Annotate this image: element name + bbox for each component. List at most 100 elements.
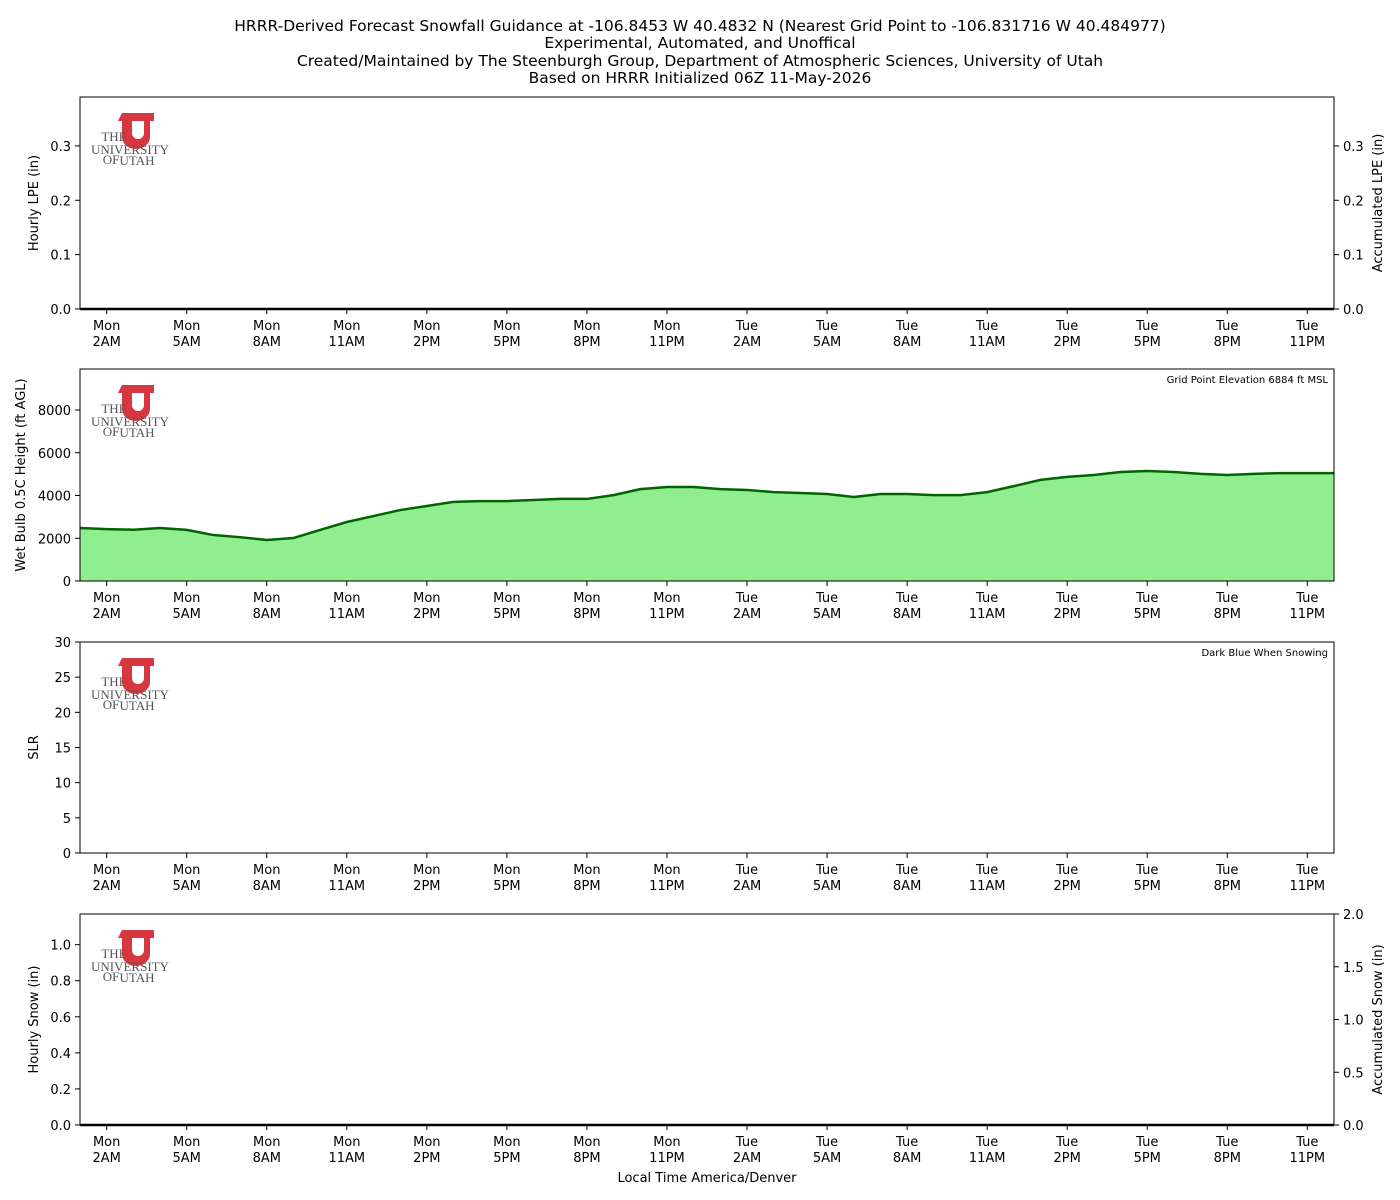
logo-text: UTAH — [119, 425, 154, 440]
x-tick-label: Tue 11PM — [1290, 1135, 1326, 1166]
x-tick-label: Mon 5PM — [493, 1135, 520, 1166]
y2-axis-label: Accumulated Snow (in) — [1371, 944, 1386, 1094]
y-tick-label: 0.2 — [50, 1083, 71, 1098]
logo-text: OF — [103, 969, 120, 984]
logo-mark — [118, 385, 154, 421]
y2-tick-label: 2.0 — [1343, 908, 1364, 923]
x-tick-label: Mon 8PM — [573, 863, 600, 894]
logo-text: UTAH — [119, 153, 154, 168]
x-tick-label: Tue 5AM — [813, 591, 841, 622]
logo-text: UNIVERSITY — [91, 142, 170, 157]
logo-text: THE — [101, 674, 126, 689]
plot-frame — [79, 368, 1335, 582]
y-tick-label: 2000 — [38, 532, 71, 547]
y2-tick-label: 0.0 — [1343, 1119, 1364, 1134]
logo-text: UNIVERSITY — [91, 687, 170, 702]
plot-background — [80, 97, 1334, 309]
y-axis-label: Hourly Snow (in) — [27, 966, 42, 1074]
y-tick-label: 15 — [54, 742, 71, 757]
y-tick-label: 1.0 — [50, 939, 71, 954]
x-axis-label: Local Time America/Denver — [617, 1171, 797, 1186]
x-tick-label: Mon 11AM — [328, 863, 365, 894]
x-tick-label: Mon 2AM — [92, 591, 120, 622]
x-tick-label: Tue 2PM — [1054, 863, 1081, 894]
x-tick-label: Tue 8PM — [1214, 1135, 1241, 1166]
annotation: Dark Blue When Snowing — [1201, 648, 1328, 659]
x-tick-label: Tue 5PM — [1134, 591, 1161, 622]
area — [80, 470, 1334, 581]
annotation: Grid Point Elevation 6884 ft MSL — [1167, 375, 1329, 386]
x-tick-label: Mon 8AM — [253, 863, 281, 894]
line — [79, 469, 1334, 542]
y-axis-label: Hourly LPE (in) — [27, 155, 42, 251]
y-tick-label: 0.0 — [50, 1119, 71, 1134]
x-tick-label: Tue 8PM — [1214, 319, 1241, 350]
x-tick-label: Mon 11AM — [328, 1135, 365, 1166]
y2-tick-label: 1.5 — [1343, 961, 1364, 976]
x-tick-label: Tue 11AM — [969, 591, 1006, 622]
title-line: Based on HRRR Initialized 06Z 11-May-202… — [529, 69, 872, 87]
x-tick-label: Tue 11AM — [969, 1135, 1006, 1166]
title-line: Experimental, Automated, and Unoffical — [544, 34, 855, 52]
x-tick-label: Mon 5AM — [173, 863, 201, 894]
y-tick-label: 6000 — [38, 447, 71, 462]
logo-text: THE — [101, 946, 126, 961]
x-tick-label: Mon 8PM — [573, 591, 600, 622]
x-tick-label: Mon 2AM — [92, 319, 120, 350]
x-tick-label: Tue 11PM — [1290, 319, 1326, 350]
x-tick-label: Mon 2PM — [413, 591, 440, 622]
x-tick-label: Mon 11PM — [649, 1135, 685, 1166]
x-tick-label: Mon 11PM — [649, 319, 685, 350]
x-tick-label: Tue 11PM — [1290, 591, 1326, 622]
x-tick-label: Mon 5AM — [173, 319, 201, 350]
logo-mark — [118, 930, 154, 966]
x-tick-label: Mon 2AM — [92, 1135, 120, 1166]
x-tick-label: Tue 8AM — [893, 591, 921, 622]
x-tick-label: Tue 8PM — [1214, 591, 1241, 622]
x-tick-label: Tue 2PM — [1054, 591, 1081, 622]
x-tick-label: Mon 2PM — [413, 863, 440, 894]
y-axis-label: SLR — [27, 735, 42, 760]
x-tick-label: Mon 2AM — [92, 863, 120, 894]
logo-mark — [118, 658, 154, 694]
y-tick-label: 30 — [54, 636, 71, 651]
x-tick-label: Tue 8AM — [893, 1135, 921, 1166]
y-tick-label: 5 — [63, 812, 71, 827]
logo-text: OF — [103, 152, 120, 167]
y2-tick-label: 0.1 — [1343, 249, 1364, 264]
logo-text: UTAH — [119, 698, 154, 713]
logo-text: THE — [101, 401, 126, 416]
y2-tick-label: 0.0 — [1343, 303, 1364, 318]
y-tick-label: 0.8 — [50, 975, 71, 990]
x-tick-label: Tue 2PM — [1054, 1135, 1081, 1166]
logo-text: OF — [103, 424, 120, 439]
logo-text: THE — [101, 129, 126, 144]
plot-background — [80, 642, 1334, 853]
x-tick-label: Mon 8AM — [253, 1135, 281, 1166]
y-tick-label: 0.6 — [50, 1011, 71, 1026]
x-tick-label: Tue 5AM — [813, 319, 841, 350]
plot-background — [80, 914, 1334, 1125]
x-tick-label: Mon 11PM — [649, 591, 685, 622]
y-tick-label: 20 — [54, 706, 71, 721]
y-tick-label: 8000 — [38, 404, 71, 419]
logo-mark — [118, 113, 154, 149]
x-tick-label: Mon 8PM — [573, 319, 600, 350]
x-tick-label: Mon 5AM — [173, 1135, 201, 1166]
y-tick-label: 10 — [54, 777, 71, 792]
y-tick-label: 0.3 — [50, 140, 71, 155]
y2-tick-label: 0.3 — [1343, 140, 1364, 155]
y2-tick-label: 0.2 — [1343, 194, 1364, 209]
x-tick-label: Tue 5PM — [1134, 1135, 1161, 1166]
y-tick-label: 0.1 — [50, 249, 71, 264]
y2-axis-label: Accumulated LPE (in) — [1371, 134, 1386, 273]
x-tick-label: Mon 8AM — [253, 591, 281, 622]
y-tick-label: 0 — [63, 847, 71, 862]
x-tick-label: Tue 2AM — [733, 591, 761, 622]
x-tick-label: Mon 5PM — [493, 591, 520, 622]
y2-tick-label: 0.5 — [1343, 1066, 1364, 1081]
x-tick-label: Mon 8AM — [253, 319, 281, 350]
